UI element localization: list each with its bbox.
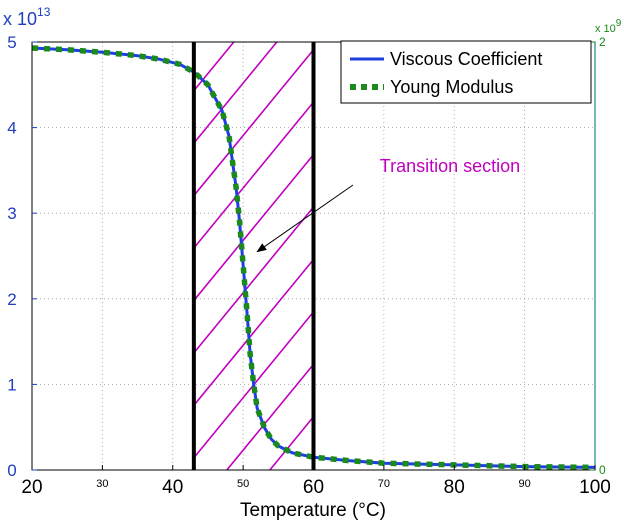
annotation: Transition section	[256, 156, 520, 253]
y-tick-label: 2	[7, 290, 16, 309]
hatch-line	[193, 205, 314, 355]
annotation-text: Transition section	[380, 156, 520, 176]
y-tick-label: 1	[7, 375, 16, 394]
y-multiplier-label: x 1013	[3, 5, 51, 29]
x-tick-label: 90	[519, 478, 531, 490]
x-tick-label: 50	[237, 478, 249, 490]
y2-multiplier-label: x 109	[595, 18, 622, 35]
x-axis: 20 40 60 80 100 30 50 70 90	[21, 465, 611, 498]
series-line-young-modulus	[32, 45, 595, 470]
y-tick-label: 5	[7, 33, 16, 52]
transition-boundaries	[191, 42, 316, 470]
x-tick-label: 100	[579, 477, 611, 498]
legend-label-young: Young Modulus	[390, 77, 513, 97]
x-tick-label: 80	[444, 477, 465, 498]
hatch-line	[193, 48, 314, 197]
hatch-line	[193, 153, 314, 302]
x-tick-label: 60	[303, 477, 324, 498]
hatch-line	[193, 258, 314, 407]
y2-tick-label: 0	[599, 463, 606, 477]
annotation-arrow	[256, 184, 354, 253]
transition-region-hatch	[193, 42, 314, 470]
x-tick-label: 40	[162, 477, 183, 498]
hatch-line	[193, 42, 278, 145]
y2-tick-label: 2	[599, 35, 606, 49]
hatch-line	[193, 100, 314, 250]
legend-label-viscous: Viscous Coefficient	[390, 49, 542, 69]
hatch-line	[226, 363, 314, 470]
x-tick-label: 20	[21, 477, 42, 498]
y-tick-label: 3	[7, 204, 16, 223]
y-tick-label: 0	[7, 461, 16, 480]
x-tick-label: 70	[378, 478, 390, 490]
x-axis-label: Temperature (°C)	[240, 500, 386, 521]
hatch-line	[193, 310, 314, 460]
y-tick-label: 4	[7, 119, 16, 138]
x-tick-label: 30	[96, 478, 108, 490]
legend-box	[340, 40, 592, 104]
legend: Viscous Coefficient Young Modulus	[340, 40, 592, 104]
y-axis-left: 0 1 2 3 4 5	[7, 33, 37, 480]
